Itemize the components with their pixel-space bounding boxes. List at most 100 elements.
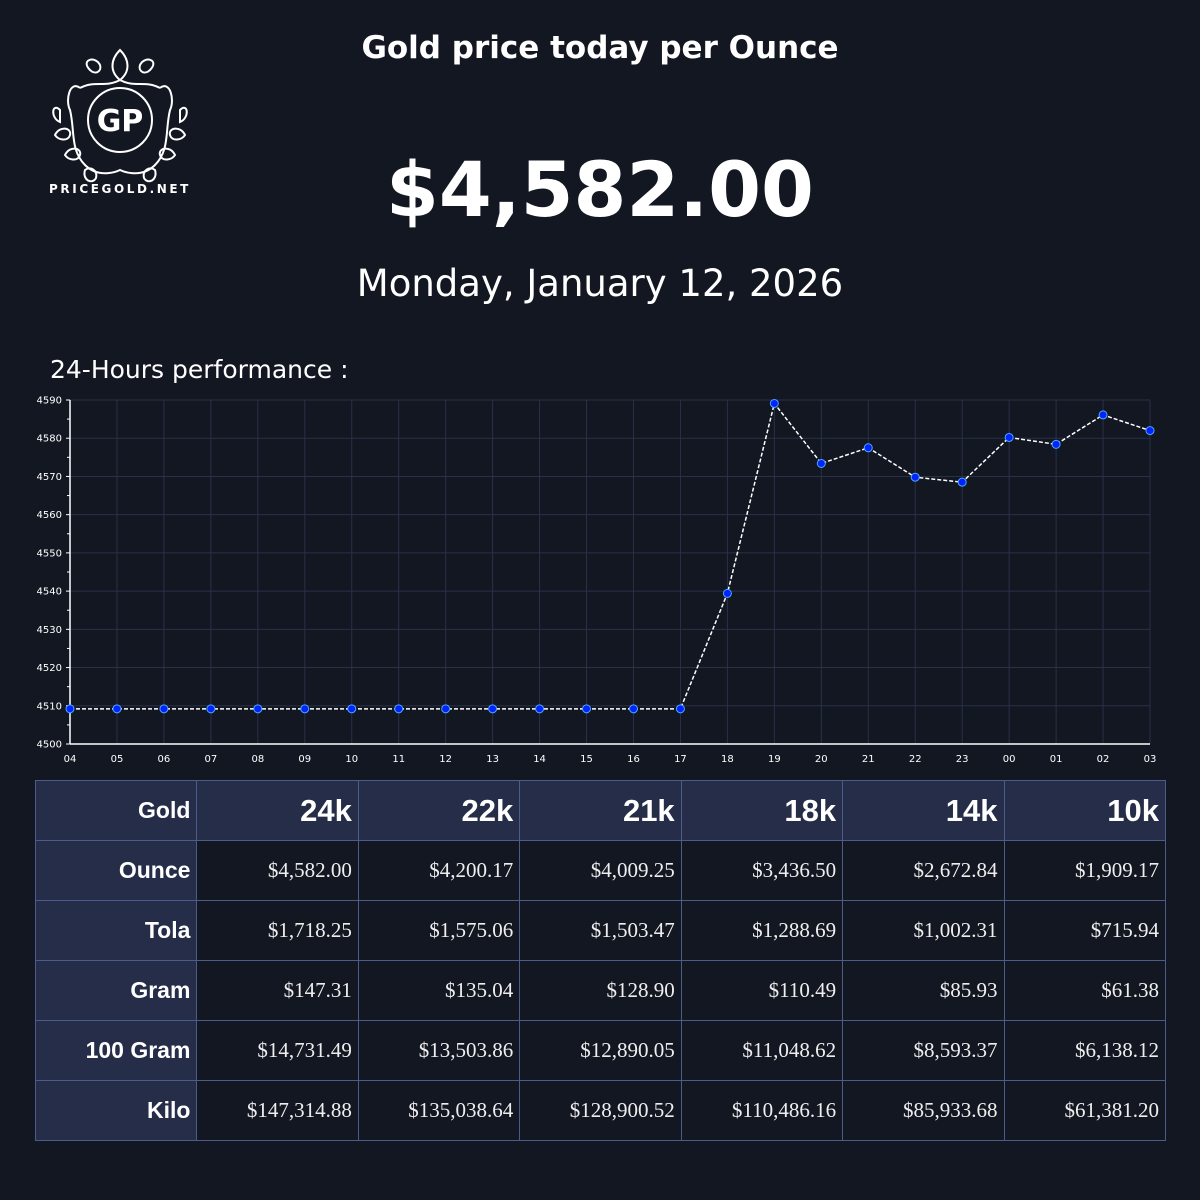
data-point xyxy=(112,704,122,714)
price-cell: $128.90 xyxy=(519,960,682,1021)
y-tick-label: 4550 xyxy=(37,548,62,559)
price-cell: $1,002.31 xyxy=(842,900,1005,961)
y-tick-label: 4520 xyxy=(37,663,62,674)
x-tick-label: 03 xyxy=(1144,754,1157,765)
price-cell: $4,009.25 xyxy=(519,840,682,901)
x-tick-label: 11 xyxy=(392,754,405,765)
column-header-22k: 22k xyxy=(357,780,521,841)
data-point xyxy=(1051,439,1061,449)
chart-section-label: 24-Hours performance : xyxy=(50,355,349,384)
row-label: Gram xyxy=(34,960,198,1021)
x-tick-label: 10 xyxy=(345,754,358,765)
price-date: Monday, January 12, 2026 xyxy=(356,262,844,305)
price-cell: $4,200.17 xyxy=(357,840,521,901)
data-point xyxy=(675,704,685,714)
x-tick-label: 18 xyxy=(721,754,734,765)
data-point xyxy=(582,704,592,714)
table-header-row: Gold 24k 22k 21k 18k 14k 10k xyxy=(34,780,1167,841)
price-cell: $11,048.62 xyxy=(680,1020,844,1081)
column-header-18k: 18k xyxy=(680,780,844,841)
price-cell: $135.04 xyxy=(357,960,521,1021)
y-tick-label: 4570 xyxy=(37,472,62,483)
price-cell: $110.49 xyxy=(680,960,844,1021)
column-header-24k: 24k xyxy=(196,780,359,841)
data-point xyxy=(1098,410,1108,420)
data-point xyxy=(957,477,967,487)
data-point xyxy=(1145,426,1155,436)
price-cell: $12,890.05 xyxy=(519,1020,682,1081)
row-label: 100 Gram xyxy=(34,1020,198,1081)
x-tick-label: 22 xyxy=(909,754,922,765)
x-tick-label: 00 xyxy=(1003,754,1016,765)
x-tick-label: 23 xyxy=(956,754,969,765)
x-tick-label: 02 xyxy=(1097,754,1110,765)
table-row: Ounce $4,582.00 $4,200.17 $4,009.25 $3,436.5… xyxy=(34,840,1167,901)
price-cell: $61.38 xyxy=(1003,960,1167,1021)
data-point xyxy=(253,704,263,714)
x-tick-label: 01 xyxy=(1050,754,1063,765)
y-tick-label: 4510 xyxy=(37,701,62,712)
price-cell: $135,038.64 xyxy=(357,1080,521,1141)
price-cell: $14,731.49 xyxy=(196,1020,359,1081)
y-tick-label: 4530 xyxy=(37,625,62,636)
table-row: Tola $1,718.25 $1,575.06 $1,503.47 $1,288.69… xyxy=(34,900,1167,961)
data-point xyxy=(769,398,779,408)
x-tick-label: 16 xyxy=(627,754,640,765)
price-cell: $1,909.17 xyxy=(1003,840,1167,901)
data-point xyxy=(863,443,873,453)
x-tick-label: 12 xyxy=(439,754,452,765)
x-tick-label: 19 xyxy=(768,754,781,765)
price-cell: $4,582.00 xyxy=(196,840,359,901)
price-cell: $3,436.50 xyxy=(680,840,844,901)
x-tick-label: 14 xyxy=(533,754,546,765)
table-body: Ounce $4,582.00 $4,200.17 $4,009.25 $3,436.5… xyxy=(34,840,1167,1141)
price-cell: $128,900.52 xyxy=(519,1080,682,1141)
table-corner-label: Gold xyxy=(34,780,198,841)
price-cell: $85,933.68 xyxy=(842,1080,1005,1141)
data-point xyxy=(300,704,310,714)
data-point xyxy=(722,588,732,598)
data-point xyxy=(535,704,545,714)
price-cell: $110,486.16 xyxy=(680,1080,844,1141)
x-tick-label: 09 xyxy=(298,754,311,765)
line-chart: 4500 4510 4520 4530 4540 4550 4560 4570 4580 4590… xyxy=(37,380,1157,765)
price-cell: $8,593.37 xyxy=(842,1020,1005,1081)
column-header-14k: 14k xyxy=(842,780,1005,841)
data-point xyxy=(159,704,169,714)
data-point xyxy=(394,704,404,714)
x-tick-label: 21 xyxy=(862,754,875,765)
price-cell: $61,381.20 xyxy=(1003,1080,1167,1141)
svg-text:GP: GP xyxy=(97,104,144,139)
site-logo: GP xyxy=(40,40,200,200)
x-tick-label: 20 xyxy=(815,754,828,765)
performance-chart: 4500 4510 4520 4530 4540 4550 4560 4570 4580 4590… xyxy=(0,380,1200,770)
x-tick-label: 04 xyxy=(64,754,77,765)
x-tick-label: 06 xyxy=(158,754,171,765)
price-line xyxy=(70,401,1151,710)
price-cell: $1,718.25 xyxy=(196,900,359,961)
price-cell: $85.93 xyxy=(842,960,1005,1021)
data-point xyxy=(628,704,638,714)
data-point xyxy=(910,472,920,482)
table-row: Gram $147.31 $135.04 $128.90 $110.49 $85.93 $6… xyxy=(34,960,1167,1021)
data-point xyxy=(65,704,75,714)
price-cell: $1,575.06 xyxy=(357,900,521,961)
data-point xyxy=(441,704,451,714)
logo-text: PRICEGOLD.NET xyxy=(49,182,191,196)
price-cell: $147.31 xyxy=(196,960,359,1021)
table-row: 100 Gram $14,731.49 $13,503.86 $12,890.05 $1… xyxy=(34,1020,1167,1081)
x-tick-label: 17 xyxy=(674,754,687,765)
x-tick-label: 07 xyxy=(205,754,218,765)
x-tick-label: 13 xyxy=(486,754,499,765)
price-cell: $1,503.47 xyxy=(519,900,682,961)
row-label: Ounce xyxy=(34,840,198,901)
y-tick-label: 4580 xyxy=(37,434,62,445)
page-title: Gold price today per Ounce xyxy=(361,30,839,66)
y-tick-label: 4590 xyxy=(37,396,62,407)
data-point xyxy=(1004,432,1014,442)
x-tick-label: 08 xyxy=(251,754,264,765)
column-header-10k: 10k xyxy=(1003,780,1167,841)
data-point xyxy=(816,458,826,468)
x-tick-label: 15 xyxy=(580,754,593,765)
price-cell: $6,138.12 xyxy=(1003,1020,1167,1081)
